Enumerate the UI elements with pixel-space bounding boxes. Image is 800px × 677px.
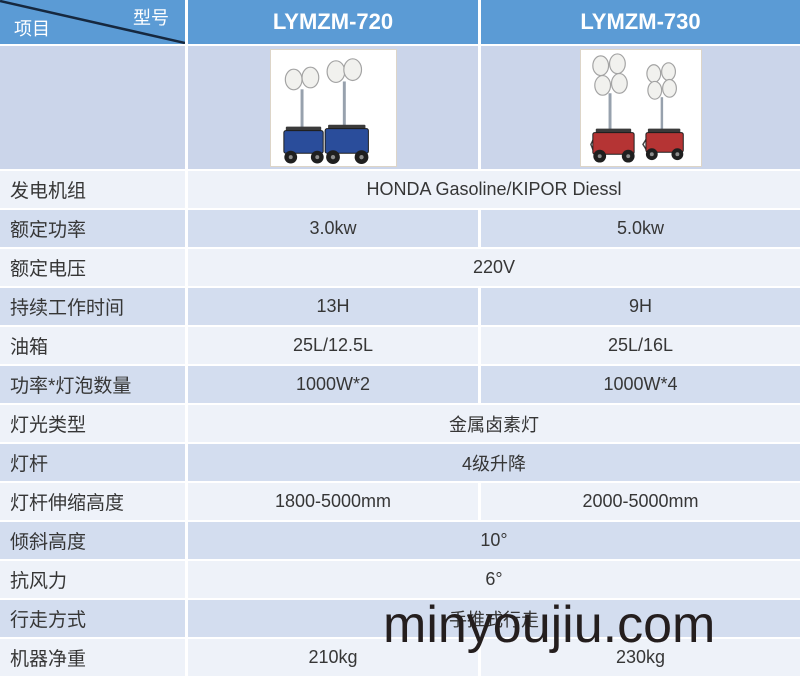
row-label: 额定电压: [0, 249, 185, 286]
table-row-pole-height: 灯杆伸缩高度 1800-5000mm 2000-5000mm: [0, 483, 800, 520]
row-value-720: 1000W*2: [188, 366, 478, 403]
table-row-tilt-height: 倾斜高度 10°: [0, 522, 800, 559]
row-label: 油箱: [0, 327, 185, 364]
row-value-730: 25L/16L: [481, 327, 800, 364]
row-value-730: 1000W*4: [481, 366, 800, 403]
row-label: 抗风力: [0, 561, 185, 598]
table-row-generator-set: 发电机组 HONDA Gasoline/KIPOR Diessl: [0, 171, 800, 208]
column-header-lymzm-730: LYMZM-730: [481, 0, 800, 44]
row-label: 灯杆伸缩高度: [0, 483, 185, 520]
image-cell-lymzm-720: [188, 46, 478, 169]
table-row-moving-mode: 行走方式 手推式行走: [0, 600, 800, 637]
table-row-rated-voltage: 额定电压 220V: [0, 249, 800, 286]
product-photo-lymzm-720: [269, 49, 397, 167]
row-value-720: 3.0kw: [188, 210, 478, 247]
table-row-wind-resistance: 抗风力 6°: [0, 561, 800, 598]
image-row-label-cell: [0, 46, 185, 169]
product-image-row: [0, 46, 800, 169]
row-label: 发电机组: [0, 171, 185, 208]
row-value-span: 4级升降: [188, 444, 800, 481]
header-row: 型号 项目 LYMZM-720 LYMZM-730: [0, 0, 800, 44]
row-value-720: 1800-5000mm: [188, 483, 478, 520]
row-label: 行走方式: [0, 600, 185, 637]
row-label: 额定功率: [0, 210, 185, 247]
corner-label-item: 项目: [14, 19, 50, 39]
image-cell-lymzm-730: [481, 46, 800, 169]
row-label: 灯杆: [0, 444, 185, 481]
row-label: 功率*灯泡数量: [0, 366, 185, 403]
row-value-720: 13H: [188, 288, 478, 325]
corner-label-model: 型号: [133, 8, 169, 28]
row-value-730: 230kg: [481, 639, 800, 676]
row-value-730: 9H: [481, 288, 800, 325]
table-row-light-type: 灯光类型 金属卤素灯: [0, 405, 800, 442]
row-label: 机器净重: [0, 639, 185, 676]
column-header-lymzm-720: LYMZM-720: [188, 0, 478, 44]
table-row-rated-power: 额定功率 3.0kw 5.0kw: [0, 210, 800, 247]
diagonal-divider: [0, 0, 185, 44]
row-value-730: 5.0kw: [481, 210, 800, 247]
row-value-span: 10°: [188, 522, 800, 559]
table-row-net-weight: 机器净重 210kg 230kg: [0, 639, 800, 676]
product-photo-lymzm-730: [579, 49, 702, 167]
row-value-720: 25L/12.5L: [188, 327, 478, 364]
row-value-span: 6°: [188, 561, 800, 598]
row-value-720: 210kg: [188, 639, 478, 676]
row-label: 灯光类型: [0, 405, 185, 442]
row-label: 持续工作时间: [0, 288, 185, 325]
row-value-span: HONDA Gasoline/KIPOR Diessl: [188, 171, 800, 208]
row-label: 倾斜高度: [0, 522, 185, 559]
row-value-span: 手推式行走: [188, 600, 800, 637]
corner-header-cell: 型号 项目: [0, 0, 185, 44]
table-row-light-pole: 灯杆 4级升降: [0, 444, 800, 481]
table-row-fuel-tank: 油箱 25L/12.5L 25L/16L: [0, 327, 800, 364]
row-value-span: 金属卤素灯: [188, 405, 800, 442]
table-row-working-time: 持续工作时间 13H 9H: [0, 288, 800, 325]
row-value-span: 220V: [188, 249, 800, 286]
row-value-730: 2000-5000mm: [481, 483, 800, 520]
table-row-power-bulbs: 功率*灯泡数量 1000W*2 1000W*4: [0, 366, 800, 403]
